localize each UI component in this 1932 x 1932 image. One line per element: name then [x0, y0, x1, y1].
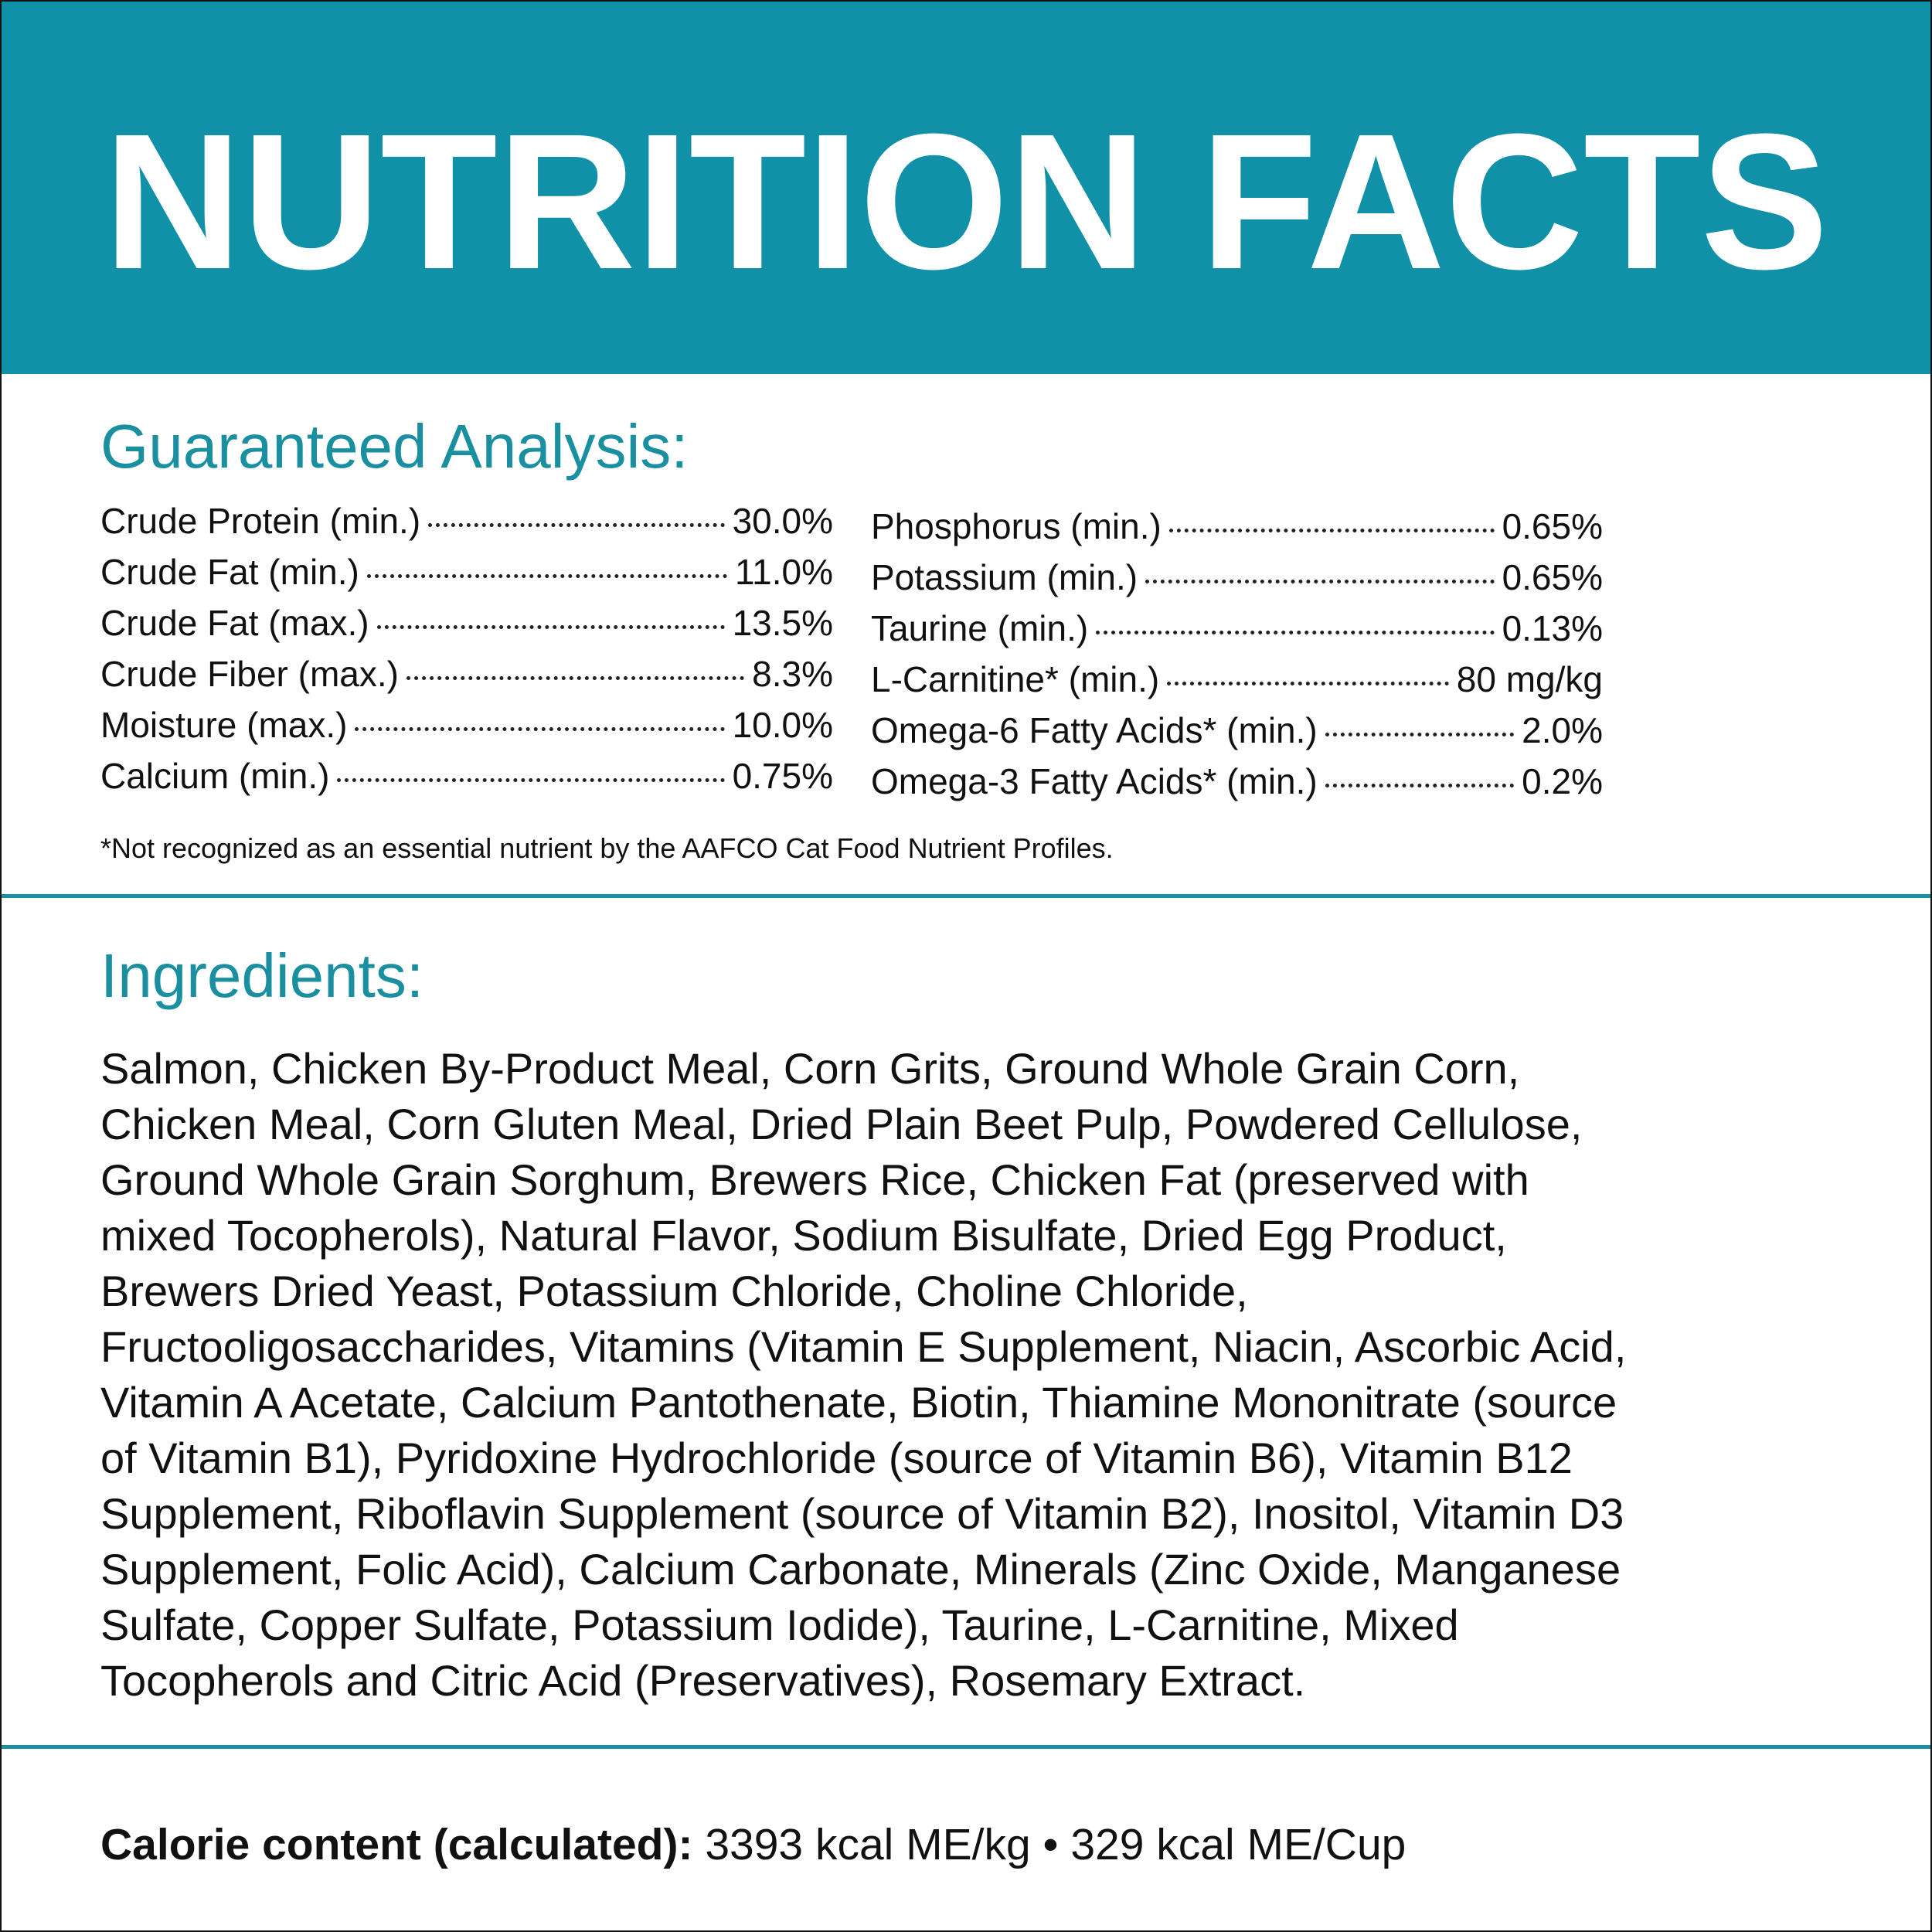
ingredients-line: Brewers Dried Yeast, Potassium Chloride,…	[100, 1267, 1248, 1315]
ingredients-line: Sulfate, Copper Sulfate, Potassium Iodid…	[100, 1600, 1459, 1649]
analysis-heading: Guaranteed Analysis:	[100, 412, 689, 481]
analysis-row: Taurine (min.) 0.13%	[871, 607, 1603, 658]
title-svg: NUTRITION FACTS	[104, 94, 1828, 309]
nutrient-label: Moisture (max.)	[100, 705, 348, 745]
analysis-row: Moisture (max.) 10.0%	[100, 704, 833, 755]
nutrient-label: Omega-6 Fatty Acids* (min.)	[871, 710, 1318, 750]
nutrient-label: Crude Fat (max.)	[100, 603, 369, 643]
nutrient-value: 10.0%	[732, 705, 833, 745]
analysis-row: Phosphorus (min.) 0.65%	[871, 505, 1603, 556]
nutrient-label: Phosphorus (min.)	[871, 506, 1162, 546]
dot-leader	[1167, 682, 1449, 685]
ingredients-line: of Vitamin B1), Pyridoxine Hydrochloride…	[100, 1434, 1573, 1482]
dot-leader	[337, 778, 725, 782]
dot-leader	[355, 727, 725, 731]
analysis-row: Crude Protein (min.) 30.0%	[100, 500, 833, 551]
ingredients-line: Ground Whole Grain Sorghum, Brewers Rice…	[100, 1155, 1529, 1204]
ingredients-line: Tocopherols and Citric Acid (Preservativ…	[100, 1656, 1306, 1705]
title: NUTRITION FACTS	[104, 94, 1828, 309]
ingredients-heading: Ingredients:	[100, 941, 424, 1010]
nutrient-label: Crude Fiber (max.)	[100, 654, 399, 694]
nutrient-value: 11.0%	[734, 552, 833, 592]
divider	[2, 894, 1930, 898]
analysis-row: L-Carnitine* (min.) 80 mg/kg	[871, 658, 1603, 709]
dot-leader	[1145, 580, 1495, 583]
analysis-row: Omega-6 Fatty Acids* (min.) 2.0%	[871, 709, 1603, 760]
calorie-label: Calorie content (calculated):	[100, 1820, 693, 1869]
nutrient-label: Crude Fat (min.)	[100, 552, 359, 592]
analysis-row: Crude Fat (max.) 13.5%	[100, 602, 833, 653]
header-band: NUTRITION FACTS	[2, 2, 1930, 374]
nutrient-label: Potassium (min.)	[871, 557, 1138, 597]
calorie-value: 3393 kcal ME/kg • 329 kcal ME/Cup	[705, 1820, 1406, 1869]
ingredients-line: Chicken Meal, Corn Gluten Meal, Dried Pl…	[100, 1100, 1583, 1148]
ingredients-line: Supplement, Folic Acid), Calcium Carbona…	[100, 1545, 1621, 1594]
analysis-row: Crude Fat (min.) 11.0%	[100, 551, 833, 602]
dot-leader	[366, 574, 727, 578]
dot-leader	[1096, 631, 1495, 634]
nutrient-value: 0.65%	[1502, 506, 1603, 546]
divider	[2, 1745, 1930, 1749]
nutrient-value: 8.3%	[752, 654, 833, 694]
ingredients-line: mixed Tocopherols), Natural Flavor, Sodi…	[100, 1211, 1507, 1260]
dot-leader	[428, 523, 725, 527]
nutrient-value: 0.2%	[1522, 761, 1603, 801]
ingredients-list: Salmon, Chicken By-Product Meal, Corn Gr…	[100, 1041, 1626, 1709]
dot-leader	[376, 625, 725, 629]
nutrient-value: 0.13%	[1502, 608, 1603, 648]
analysis-row: Potassium (min.) 0.65%	[871, 556, 1603, 607]
nutrient-value: 30.0%	[732, 501, 833, 541]
nutrient-value: 2.0%	[1522, 710, 1603, 750]
ingredients-line: Vitamin A Acetate, Calcium Pantothenate,…	[100, 1378, 1617, 1427]
analysis-right: Phosphorus (min.) 0.65% Potassium (min.) 0.…	[871, 505, 1603, 811]
nutrient-value: 0.65%	[1502, 557, 1603, 597]
nutrient-value: 80 mg/kg	[1456, 659, 1603, 699]
ingredients-line: Fructooligosaccharides, Vitamins (Vitami…	[100, 1322, 1627, 1371]
calorie-content: Calorie content (calculated): 3393 kcal …	[100, 1819, 1406, 1870]
ingredients-line: Salmon, Chicken By-Product Meal, Corn Gr…	[100, 1044, 1520, 1093]
nutrient-value: 13.5%	[732, 603, 833, 643]
dot-leader	[1325, 733, 1515, 736]
analysis-row: Omega-3 Fatty Acids* (min.) 0.2%	[871, 760, 1603, 811]
nutrient-label: L-Carnitine* (min.)	[871, 659, 1160, 699]
nutrient-value: 0.75%	[732, 756, 833, 796]
dot-leader	[1168, 529, 1495, 532]
analysis-row: Crude Fiber (max.) 8.3%	[100, 653, 833, 704]
analysis-row: Calcium (min.) 0.75%	[100, 755, 833, 806]
dot-leader	[406, 676, 745, 680]
ingredients-line: Supplement, Riboflavin Supplement (sourc…	[100, 1489, 1624, 1538]
footnote: *Not recognized as an essential nutrient…	[100, 832, 1114, 864]
nutrient-label: Omega-3 Fatty Acids* (min.)	[871, 761, 1318, 801]
dot-leader	[1325, 784, 1515, 787]
nutrient-label: Crude Protein (min.)	[100, 501, 421, 541]
nutrient-label: Calcium (min.)	[100, 756, 330, 796]
nutrient-label: Taurine (min.)	[871, 608, 1089, 648]
analysis-left: Crude Protein (min.) 30.0% Crude Fat (min.…	[100, 500, 833, 806]
